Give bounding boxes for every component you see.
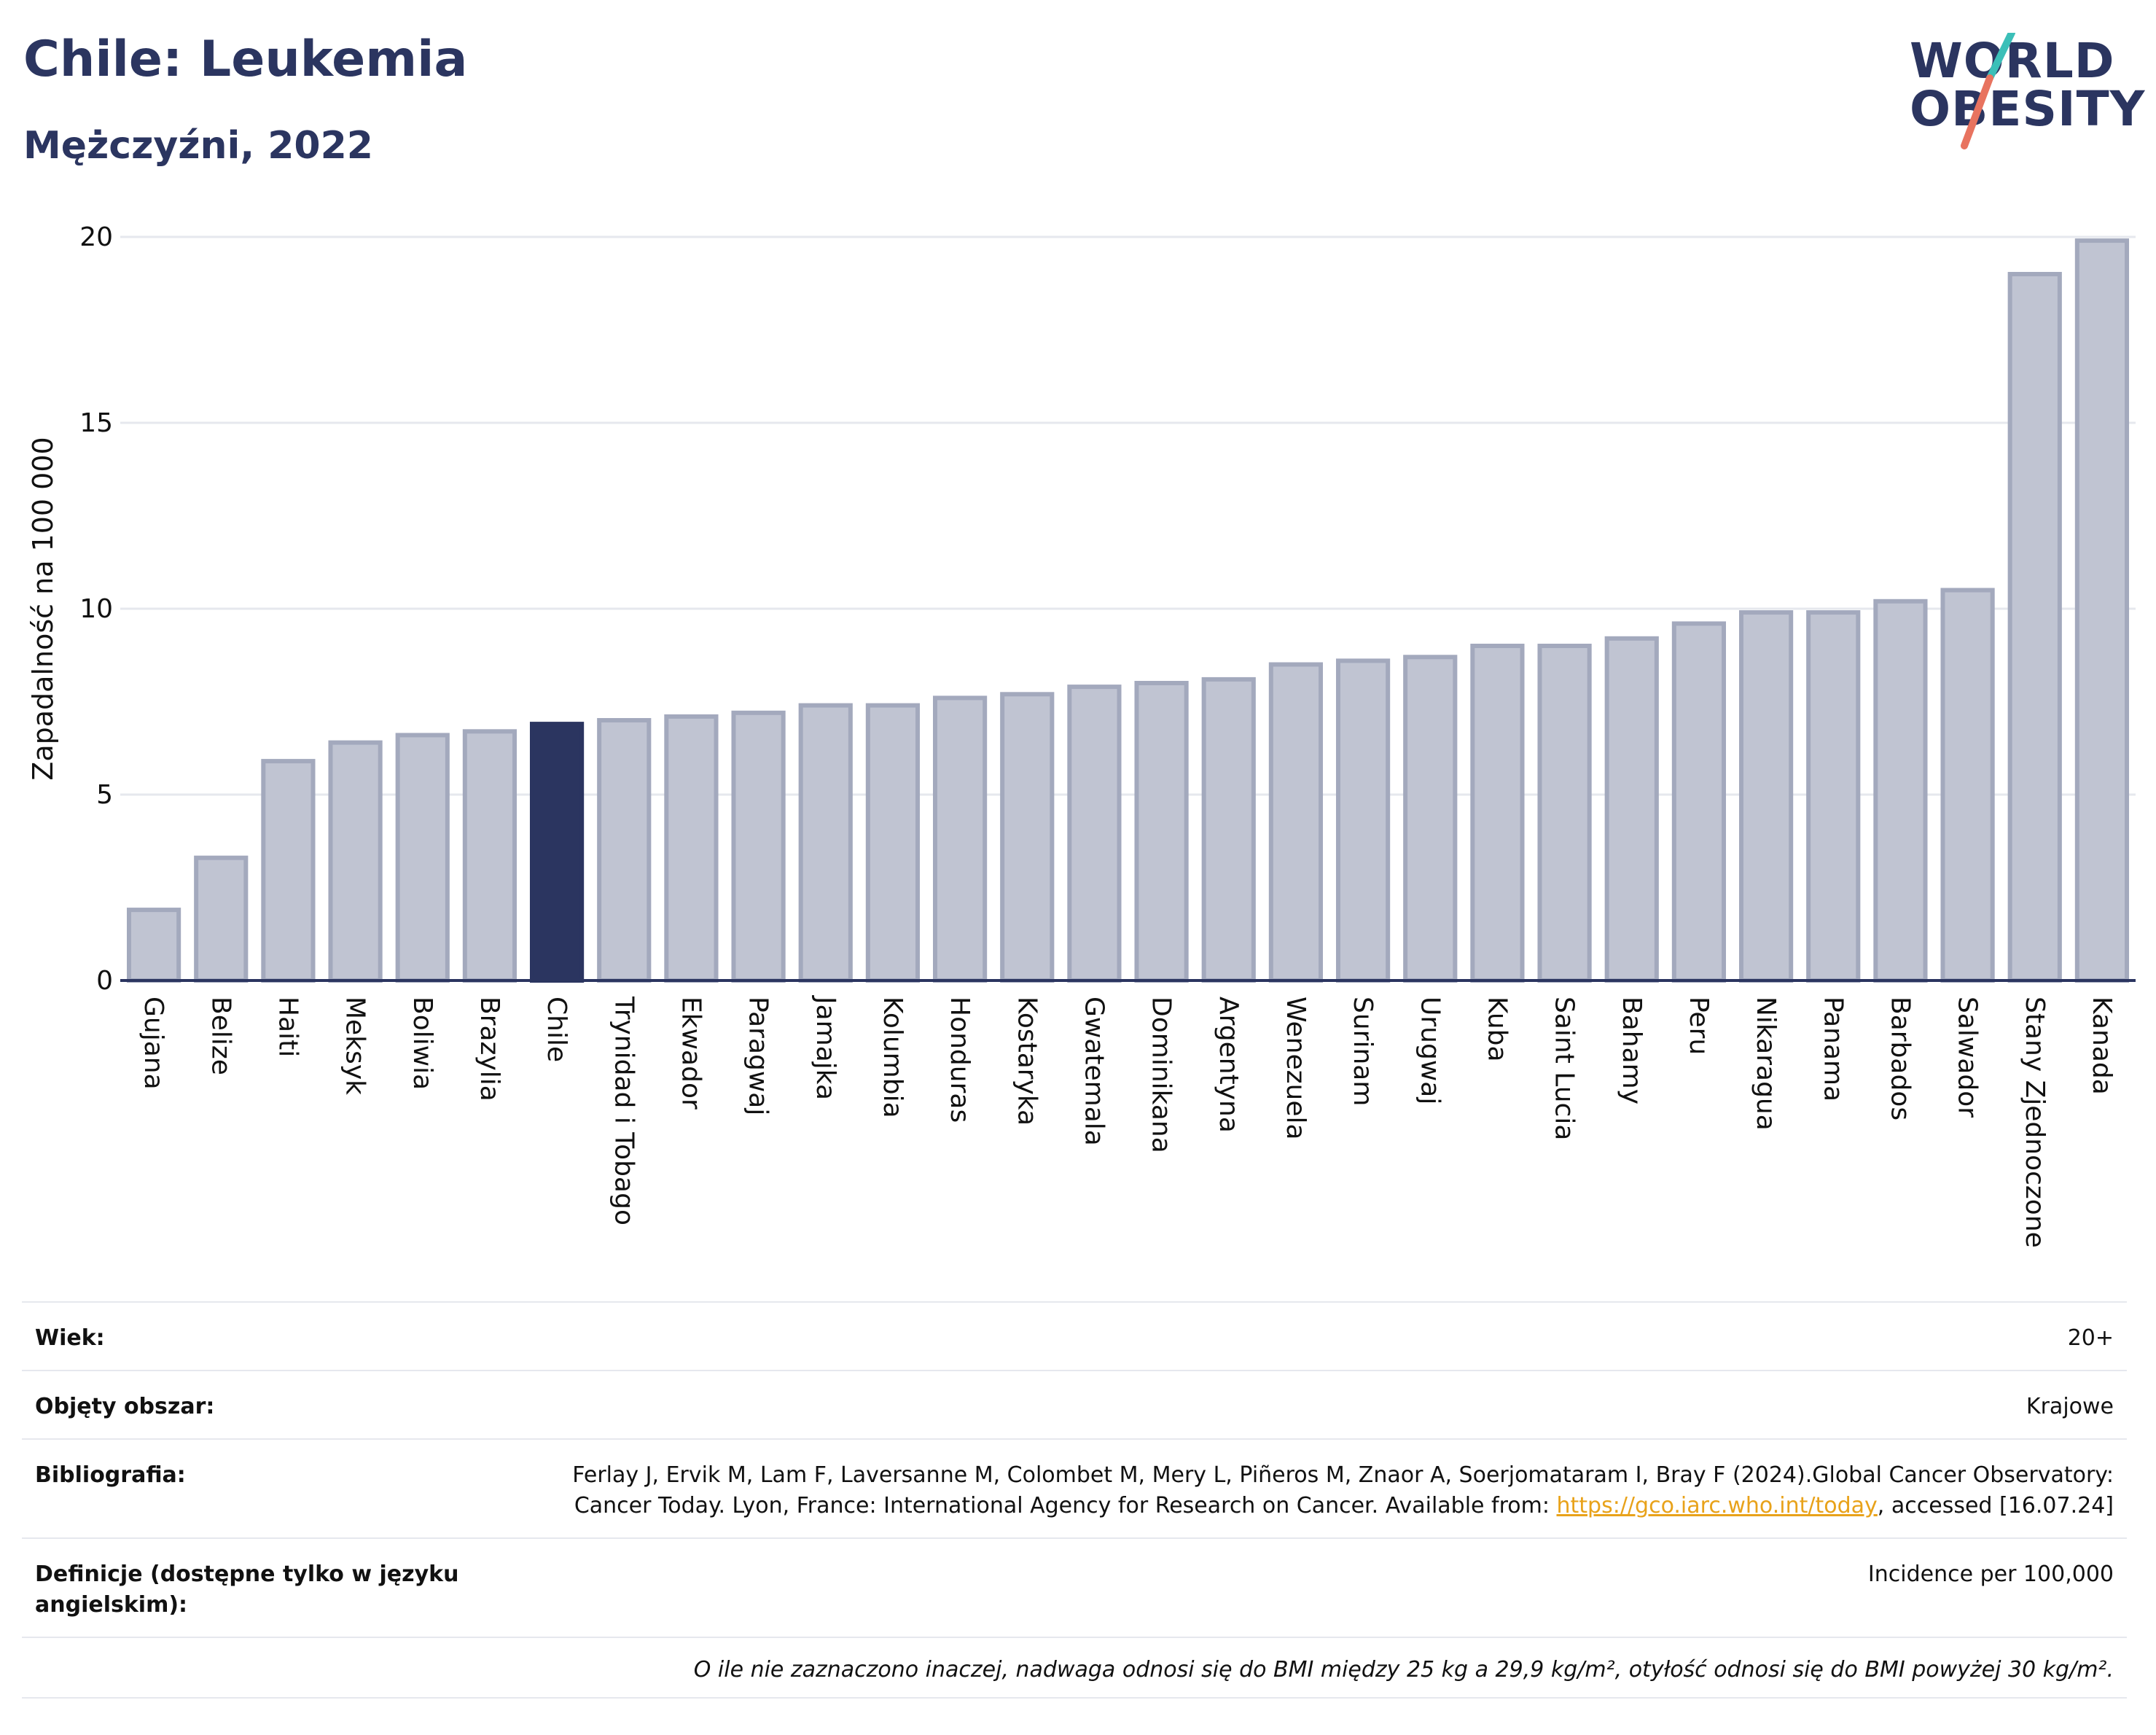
bar [1604,636,1659,983]
x-tick-label: Haiti [273,997,302,1057]
x-tick-label: Trynidad i Tobago [609,996,638,1225]
bar [731,710,786,983]
x-tick-label: Stany Zjednoczone [2020,997,2050,1248]
x-tick-label: Gujana [138,997,168,1090]
x-tick-label: Bahamy [1617,997,1647,1104]
meta-row-area: Objęty obszar: Krajowe [22,1370,2127,1438]
area-label: Objęty obszar: [35,1394,215,1419]
bar [328,740,383,983]
x-tick-label: Kanada [2087,997,2117,1095]
bar [1134,681,1189,983]
x-tick-label: Kuba [1482,997,1512,1062]
logo-slash-icon [1961,33,2015,149]
x-tick-label: Boliwia [407,997,437,1090]
y-axis-label: Zapadalność na 100 000 [27,437,59,780]
y-tick-label: 15 [79,408,113,438]
bar [1537,644,1592,983]
x-tick-label: Gwatemala [1079,997,1109,1146]
y-tick-label: 20 [79,222,113,252]
bar [1000,692,1055,983]
bar [1201,677,1256,983]
bar [126,908,181,983]
x-tick-label: Panama [1818,997,1848,1102]
area-value: Krajowe [2026,1394,2114,1419]
definitions-label: Definicje (dostępne tylko w języku angie… [35,1562,459,1618]
bar [1940,588,1995,983]
bar [529,722,585,983]
x-tick-label: Chile [542,997,571,1062]
x-tick-label: Peru [1684,997,1714,1055]
chart-title: Chile: Leukemia [23,31,468,88]
meta-row-definitions: Definicje (dostępne tylko w języku angie… [22,1537,2127,1637]
y-tick-label: 10 [79,594,113,624]
logo-line-2: OBESITY [1910,81,2146,137]
bar [1067,685,1122,983]
bar [798,703,853,983]
metadata-table: Wiek: 20+ Objęty obszar: Krajowe Bibliog… [22,1301,2127,1699]
footnote: O ile nie zaznaczono inaczej, nadwaga od… [22,1637,2127,1699]
x-tick-label: Salwador [1953,997,1983,1118]
x-tick-label: Kostaryka [1012,997,1042,1126]
bibliography-label: Bibliografia: [35,1462,186,1488]
x-tick-label: Saint Lucia [1550,997,1579,1140]
bar [932,695,988,983]
bar [1268,662,1324,983]
definitions-value: Incidence per 100,000 [1867,1562,2114,1587]
x-tick-label: Belize [206,997,235,1075]
age-label: Wiek: [35,1325,105,1351]
bar [1671,621,1727,983]
bibliography-value: Ferlay J, Ervik M, Lam F, Laversanne M, … [501,1460,2114,1521]
logo-line-1: WORLD [1910,33,2115,89]
bar [1470,644,1525,983]
bar [194,855,249,983]
x-tick-label: Brazylia [474,997,504,1102]
y-tick-label: 5 [96,780,113,810]
x-tick-label: Dominikana [1147,997,1176,1153]
x-tick-label: Nikaragua [1751,997,1781,1131]
meta-row-bibliography: Bibliografia: Ferlay J, Ervik M, Lam F, … [22,1438,2127,1537]
bar-chart: 0 5 10 15 20 Zapadalność na 100 000 Gujana Beli… [27,222,2136,1248]
bar [1738,610,1794,983]
bar [664,714,719,983]
bibliography-text: Ferlay J, Ervik M, Lam F, Laversanne M, … [572,1462,2114,1518]
bar [2074,238,2130,983]
bar [2007,272,2062,983]
bar [597,718,652,983]
bar [462,729,517,983]
x-tick-label: Honduras [945,997,975,1123]
bar [1403,655,1458,983]
world-obesity-logo: WORLD OBESITY [1895,33,2146,157]
x-tick-label: Meksyk [340,997,370,1095]
bar [865,703,921,983]
bar [1806,610,1861,983]
x-tick-label: Ekwador [676,997,706,1110]
x-tick-label: Urugwaj [1415,997,1445,1104]
meta-row-age: Wiek: 20+ [22,1301,2127,1370]
x-tick-label: Barbados [1885,997,1915,1120]
age-value: 20+ [2067,1325,2114,1351]
bibliography-accessed: , accessed [16.07.24] [1877,1493,2114,1518]
bibliography-link[interactable]: https://gco.iarc.who.int/today [1556,1493,1878,1518]
x-tick-label: Surinam [1348,997,1378,1106]
x-tick-label: Wenezuela [1281,997,1311,1140]
bar [261,759,316,983]
x-tick-label: Argentyna [1214,997,1243,1133]
bar [395,733,450,983]
y-tick-label: 0 [96,966,113,996]
bar [1335,658,1391,983]
x-tick-label: Jamajka [811,995,840,1100]
chart-subtitle: Mężczyźni, 2022 [23,124,373,168]
x-tick-label: Kolumbia [878,997,907,1118]
bar [1873,599,1928,983]
x-tick-label: Paragwaj [743,997,773,1115]
